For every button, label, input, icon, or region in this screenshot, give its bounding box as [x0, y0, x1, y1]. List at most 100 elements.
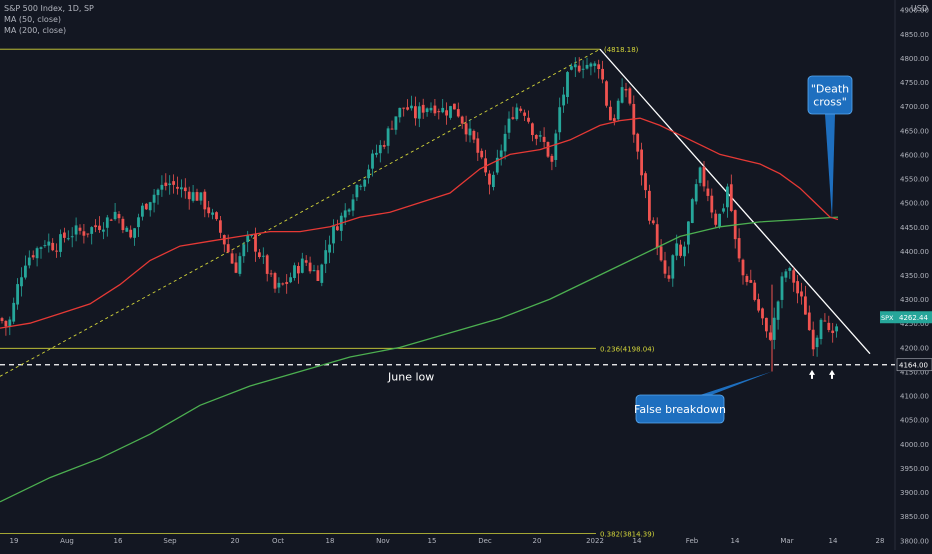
up-arrow-icon: [809, 369, 815, 379]
y-tick-label: 3900.00: [900, 489, 929, 497]
candle-body: [363, 179, 367, 187]
candle-body: [59, 234, 62, 252]
candle-body: [468, 128, 472, 136]
candle-body: [472, 130, 476, 140]
candle-body: [86, 233, 90, 235]
x-tick-label: 19: [10, 537, 19, 545]
y-tick-label: 4500.00: [900, 200, 929, 208]
candle-body: [133, 228, 136, 238]
candle-body: [55, 250, 58, 252]
candle-body: [281, 283, 285, 285]
rising-trendline: [0, 48, 601, 377]
y-axis-ticks: 3800.00 3850.00 3900.00 3950.00 4000.00 4050.…: [900, 7, 929, 546]
candle-body: [156, 189, 160, 196]
candle-body: [570, 66, 573, 70]
x-tick-label: Mar: [780, 537, 793, 545]
candle-body: [367, 169, 370, 179]
candles: [0, 57, 838, 372]
candle-body: [804, 296, 807, 315]
last-price-tag: 4262.44: [899, 314, 928, 322]
candle-body: [726, 186, 729, 208]
candle-body: [823, 320, 827, 322]
candle-body: [609, 106, 612, 121]
candle-body: [819, 319, 823, 340]
candle-body: [768, 332, 772, 340]
chart-legend: S&P 500 Index, 1D, SP MA (50, close) MA …: [4, 3, 94, 36]
y-tick-label: 3950.00: [900, 465, 929, 473]
candle-body: [269, 273, 273, 275]
candle-body: [414, 106, 417, 119]
y-tick-label: 4700.00: [900, 103, 929, 111]
candle-body: [94, 225, 97, 228]
candle-body: [796, 281, 799, 294]
candle-body: [519, 108, 523, 111]
candle-body: [566, 72, 569, 97]
ma200-legend: MA (200, close): [4, 26, 67, 35]
candle-body: [480, 150, 484, 158]
candle-body: [320, 264, 324, 283]
candle-body: [659, 246, 663, 261]
candle-body: [445, 110, 448, 116]
candle-body: [441, 107, 445, 113]
callout-text: "Death: [811, 83, 849, 96]
candle-body: [359, 185, 363, 187]
candle-body: [230, 253, 234, 264]
candle-body: [800, 291, 803, 297]
candle-body: [70, 236, 74, 238]
candle-body: [534, 134, 538, 139]
candle-body: [164, 182, 168, 186]
candle-body: [277, 282, 281, 288]
candle-body: [378, 145, 382, 154]
candle-body: [324, 250, 328, 264]
candle-body: [117, 214, 121, 219]
candle-body: [300, 258, 304, 273]
candle-body: [113, 211, 117, 220]
candle-body: [121, 218, 125, 231]
candle-body: [605, 81, 608, 106]
candle-body: [273, 273, 277, 289]
candle-body: [410, 105, 413, 109]
candle-body: [675, 243, 679, 256]
fib-level-label: 0.236(4198.04): [600, 345, 655, 353]
candle-body: [495, 157, 499, 173]
candle-body: [304, 260, 308, 263]
callout-text: cross": [813, 96, 847, 109]
candle-body: [636, 133, 640, 152]
candle-body: [492, 174, 495, 188]
candle-body: [706, 188, 710, 196]
markers: [809, 369, 835, 379]
candle-body: [749, 280, 753, 283]
candle-body: [753, 282, 757, 300]
candle-body: [24, 265, 27, 278]
x-tick-label: 2022: [586, 537, 604, 545]
candle-body: [679, 244, 682, 256]
x-tick-label: Oct: [272, 537, 284, 545]
up-arrow-icon: [829, 369, 835, 379]
candle-body: [573, 64, 577, 68]
candle-body: [644, 173, 647, 191]
candle-body: [246, 234, 250, 243]
callout-pointer: [694, 371, 772, 397]
candle-body: [620, 87, 624, 103]
x-tick-label: Dec: [478, 537, 492, 545]
candle-body: [293, 265, 296, 279]
y-tick-label: 4800.00: [900, 55, 929, 63]
candle-body: [406, 107, 409, 110]
candle-body: [585, 64, 589, 69]
x-tick-label: Aug: [60, 537, 74, 545]
candle-body: [527, 117, 530, 122]
candle-body: [488, 173, 491, 185]
y-tick-label: 4350.00: [900, 272, 929, 280]
x-axis-ticks: 19 Aug 16 Sep 20 Oct 18 Nov 15 Dec 20 2022 14 Feb 14 Ma…: [10, 537, 885, 545]
candle-body: [105, 217, 109, 228]
candle-body: [390, 128, 394, 130]
candle-body: [152, 194, 156, 203]
candle-body: [222, 235, 226, 245]
ma200-line: [0, 216, 839, 503]
candle-body: [394, 116, 398, 130]
candle-body: [780, 276, 784, 300]
last-price-symbol-bg: [880, 311, 897, 324]
june-low-label: June low: [387, 371, 434, 384]
